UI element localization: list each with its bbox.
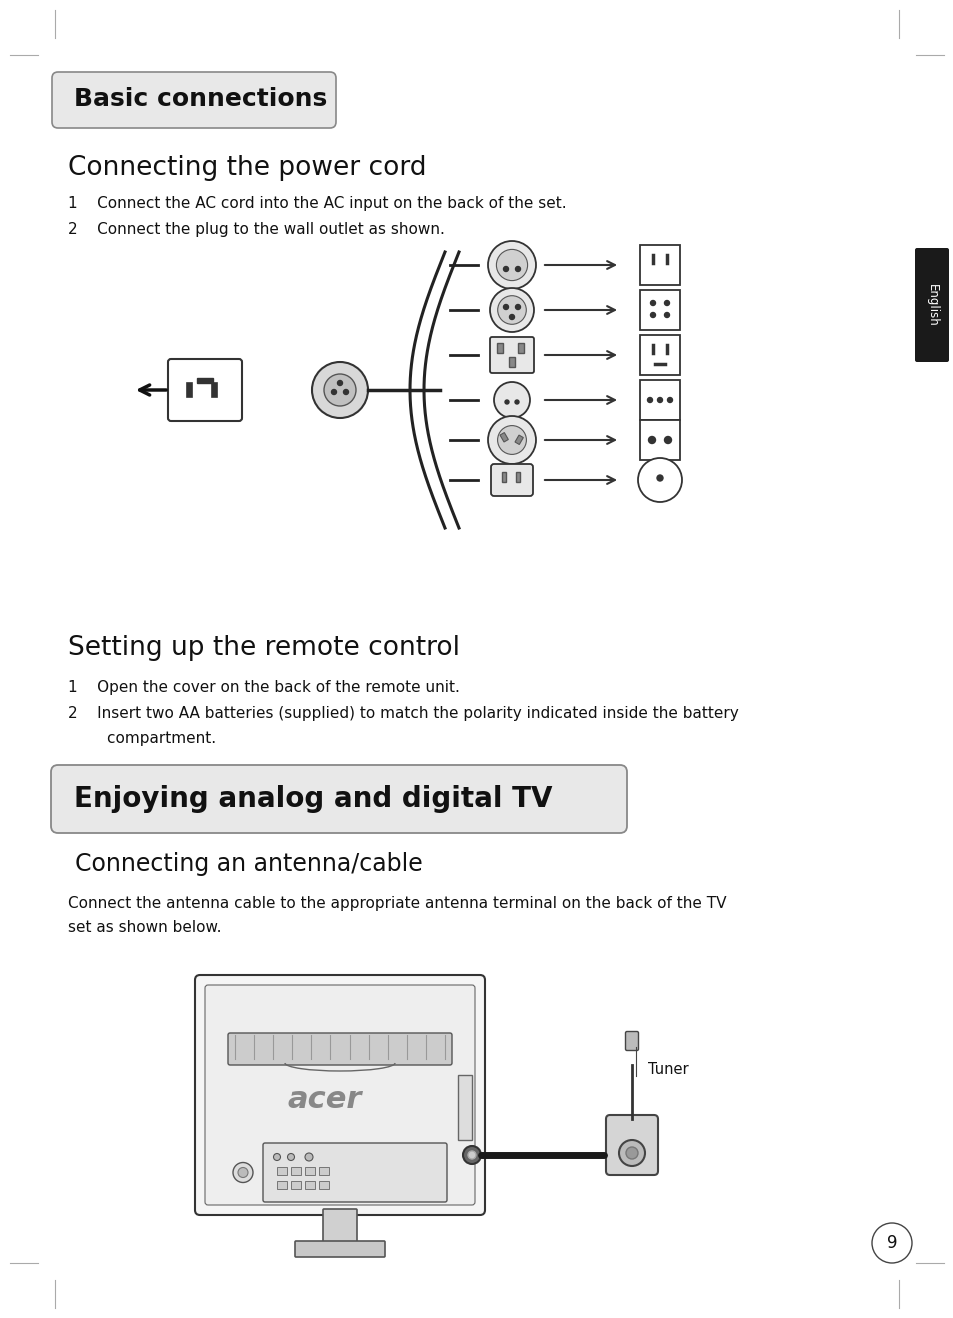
- Circle shape: [504, 399, 509, 405]
- Text: English: English: [924, 283, 938, 327]
- Bar: [639, 380, 679, 420]
- Bar: [318, 1181, 329, 1189]
- Circle shape: [337, 381, 342, 385]
- Circle shape: [497, 426, 526, 455]
- Text: 9: 9: [886, 1234, 897, 1252]
- Bar: [517, 343, 523, 353]
- Bar: [639, 335, 679, 376]
- Circle shape: [648, 436, 655, 443]
- FancyBboxPatch shape: [625, 1032, 638, 1050]
- Circle shape: [331, 390, 336, 394]
- Circle shape: [667, 398, 672, 402]
- Circle shape: [657, 474, 662, 481]
- Circle shape: [650, 301, 655, 306]
- FancyBboxPatch shape: [323, 1209, 356, 1243]
- Bar: [509, 357, 515, 366]
- Circle shape: [871, 1223, 911, 1263]
- Circle shape: [515, 304, 520, 310]
- Circle shape: [650, 312, 655, 318]
- Bar: [276, 1181, 287, 1189]
- FancyBboxPatch shape: [263, 1143, 447, 1202]
- Text: Basic connections: Basic connections: [74, 87, 327, 111]
- Bar: [305, 1181, 314, 1189]
- Circle shape: [343, 390, 348, 394]
- Bar: [497, 343, 502, 353]
- Circle shape: [237, 1168, 248, 1177]
- Circle shape: [488, 416, 536, 464]
- FancyBboxPatch shape: [52, 72, 335, 128]
- FancyBboxPatch shape: [194, 975, 484, 1215]
- Text: 2    Insert two AA batteries (supplied) to match the polarity indicated inside t: 2 Insert two AA batteries (supplied) to …: [68, 706, 738, 721]
- Circle shape: [490, 289, 534, 332]
- Circle shape: [647, 398, 652, 402]
- Circle shape: [462, 1145, 480, 1164]
- Circle shape: [515, 399, 518, 405]
- Text: 1    Connect the AC cord into the AC input on the back of the set.: 1 Connect the AC cord into the AC input …: [68, 196, 566, 211]
- FancyBboxPatch shape: [228, 1033, 452, 1065]
- Circle shape: [488, 241, 536, 289]
- Circle shape: [494, 382, 530, 418]
- Text: set as shown below.: set as shown below.: [68, 920, 221, 934]
- Circle shape: [287, 1153, 294, 1161]
- Bar: [291, 1166, 301, 1176]
- Circle shape: [625, 1147, 638, 1159]
- Bar: [213, 384, 217, 397]
- Circle shape: [468, 1151, 476, 1159]
- Circle shape: [503, 304, 508, 310]
- Bar: [516, 472, 519, 482]
- Text: 1    Open the cover on the back of the remote unit.: 1 Open the cover on the back of the remo…: [68, 680, 459, 695]
- Circle shape: [503, 266, 508, 272]
- Bar: [276, 1166, 287, 1176]
- Bar: [501, 472, 505, 482]
- Bar: [639, 245, 679, 285]
- Text: Setting up the remote control: Setting up the remote control: [68, 635, 459, 662]
- FancyBboxPatch shape: [51, 764, 626, 833]
- Bar: [515, 435, 523, 444]
- FancyBboxPatch shape: [914, 248, 948, 362]
- Bar: [639, 420, 679, 460]
- FancyBboxPatch shape: [491, 464, 533, 496]
- Text: compartment.: compartment.: [68, 731, 216, 746]
- Text: Connect the antenna cable to the appropriate antenna terminal on the back of the: Connect the antenna cable to the appropr…: [68, 896, 726, 911]
- Bar: [318, 1166, 329, 1176]
- FancyBboxPatch shape: [294, 1242, 385, 1257]
- Circle shape: [664, 312, 669, 318]
- Circle shape: [305, 1153, 313, 1161]
- Circle shape: [657, 398, 661, 402]
- Circle shape: [324, 374, 355, 406]
- Circle shape: [664, 301, 669, 306]
- FancyBboxPatch shape: [605, 1115, 658, 1176]
- Circle shape: [664, 436, 671, 443]
- Bar: [196, 378, 213, 384]
- FancyBboxPatch shape: [168, 358, 242, 420]
- Text: acer: acer: [288, 1086, 362, 1115]
- Circle shape: [497, 295, 526, 324]
- Circle shape: [515, 266, 520, 272]
- Bar: [457, 1075, 472, 1140]
- Circle shape: [233, 1162, 253, 1182]
- FancyBboxPatch shape: [490, 337, 534, 373]
- Bar: [639, 290, 679, 330]
- Circle shape: [638, 457, 681, 502]
- Circle shape: [496, 249, 527, 281]
- Text: Enjoying analog and digital TV: Enjoying analog and digital TV: [74, 786, 552, 813]
- FancyBboxPatch shape: [205, 985, 475, 1205]
- Bar: [305, 1166, 314, 1176]
- Bar: [291, 1181, 301, 1189]
- Circle shape: [509, 315, 514, 319]
- Text: 2    Connect the plug to the wall outlet as shown.: 2 Connect the plug to the wall outlet as…: [68, 221, 444, 237]
- Text: Connecting the power cord: Connecting the power cord: [68, 156, 426, 181]
- Bar: [499, 432, 508, 442]
- Text: Tuner: Tuner: [647, 1062, 688, 1078]
- Circle shape: [618, 1140, 644, 1166]
- Text: Connecting an antenna/cable: Connecting an antenna/cable: [75, 851, 422, 876]
- Bar: [188, 384, 193, 397]
- Circle shape: [312, 362, 368, 418]
- Circle shape: [274, 1153, 280, 1161]
